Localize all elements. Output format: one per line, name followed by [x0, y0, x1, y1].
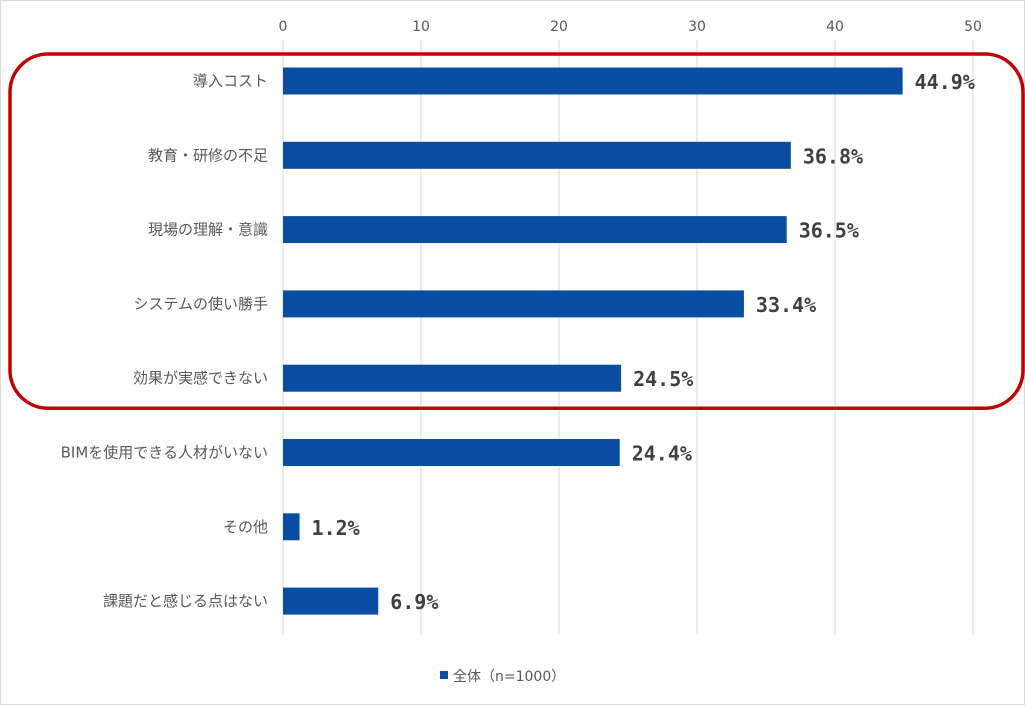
bars — [283, 67, 903, 615]
category-label: その他 — [223, 518, 268, 536]
bar — [283, 587, 379, 615]
data-label: 1.2% — [312, 516, 360, 540]
category-label: BIMを使用できる人材がいない — [61, 444, 268, 462]
x-axis-ticks: 0 10 20 30 40 50 — [279, 19, 982, 35]
data-label: 6.9% — [390, 590, 438, 614]
x-tick-label: 50 — [964, 19, 982, 35]
category-label: 導入コスト — [193, 72, 268, 90]
data-labels: 44.9% 36.8% 36.5% 33.4% 24.5% 24.4% 1.2% 6.9% — [312, 70, 975, 614]
data-label: 33.4% — [756, 293, 816, 317]
legend-swatch — [440, 671, 448, 679]
data-label: 44.9% — [915, 70, 975, 94]
bar — [283, 67, 903, 95]
bar — [283, 216, 787, 244]
data-label: 24.4% — [632, 442, 692, 466]
x-tick-label: 0 — [279, 19, 288, 35]
x-tick-label: 10 — [412, 19, 430, 35]
data-label: 24.5% — [633, 367, 693, 391]
category-label: システムの使い勝手 — [133, 295, 268, 313]
highlight-rounded-rect — [8, 52, 1025, 410]
gridlines — [282, 40, 974, 635]
bar — [283, 513, 300, 541]
x-tick-label: 40 — [826, 19, 844, 35]
x-tick-label: 30 — [688, 19, 706, 35]
bar — [283, 290, 744, 318]
x-tick-label: 20 — [550, 19, 568, 35]
highlight-box — [8, 52, 1025, 410]
bar — [283, 439, 620, 466]
category-label: 効果が実感できない — [133, 369, 268, 387]
bar — [283, 364, 622, 392]
category-label: 課題だと感じる点はない — [103, 592, 268, 610]
category-label: 現場の理解・意識 — [148, 221, 268, 239]
data-label: 36.5% — [799, 219, 859, 243]
data-label: 36.8% — [803, 144, 863, 168]
bar — [283, 141, 791, 169]
category-label: 教育・研修の不足 — [148, 146, 268, 164]
legend-label: 全体（n=1000） — [453, 668, 565, 685]
legend: 全体（n=1000） — [440, 668, 565, 685]
